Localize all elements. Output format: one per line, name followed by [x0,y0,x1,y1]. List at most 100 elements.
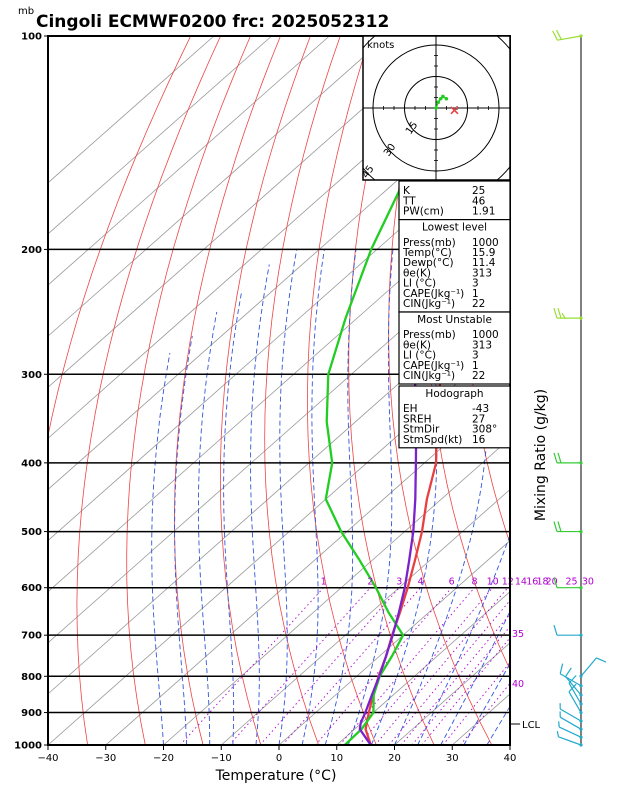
indices-row-value: 22 [472,298,485,310]
indices-table: K 25 TT 46 PW(cm) 1.91 Lowest level Press(mb) 10… [398,180,511,449]
wind-barb-base [579,34,583,38]
wind-barb-flag [557,307,562,319]
dry-adiabat-line [571,36,618,745]
wind-barb-flag [568,683,577,693]
wind-barb [556,730,583,747]
isotherm-line [48,233,510,644]
indices-row-value: 11.4 [472,257,496,269]
isotherm-line [48,36,446,388]
wind-barb-staff [559,708,582,722]
indices-section-box [398,219,511,313]
wind-barb-flag [558,721,560,728]
indices-row-value: 313 [472,339,492,351]
indices-row-label: Temp(°C) [402,247,452,259]
wind-barb [553,521,583,534]
mixing-ratio-line [259,587,400,745]
indices-section-box [398,180,511,221]
moist-adiabat-line [278,249,298,745]
wind-barb-flag [556,29,562,40]
moist-adiabat-line [198,311,218,745]
pressure-tick-label: 100 [21,32,42,43]
wind-barb-staff [559,716,582,730]
indices-row-value: 16 [472,434,486,446]
storm-motion-marker [450,106,459,115]
indices-row-value: 1000 [472,329,499,341]
indices-row-label: TT [402,195,416,207]
wind-barb [552,29,583,41]
lcl-label: LCL [522,720,541,731]
hodograph-point [438,96,443,101]
pressure-tick-label: 400 [21,458,42,469]
temperature-tick-label: 30 [446,753,459,764]
isotherm-line [278,540,510,745]
indices-row-value: 3 [472,350,479,362]
pressure-tick-label: 900 [21,708,42,719]
wind-barb [553,452,583,465]
dry-adiabat-line [174,36,281,745]
temperature-tick-label: −30 [95,753,116,764]
dry-adiabat-line [604,36,618,745]
mixing-ratio-tick-label: 8 [471,577,477,588]
mixing-ratio-tick-label: 25 [565,577,577,588]
wind-barb-flag [553,577,558,588]
moist-adiabat-line [174,336,193,745]
chart-title: Cingoli ECMWF0200 frc: 2025052312 [36,12,389,32]
isotherm-line [48,36,330,286]
wind-barb [553,625,583,637]
moist-adiabat-line [463,662,510,745]
wind-barb [559,703,583,723]
wind-barb-base [579,586,583,590]
pressure-tick-label: 1000 [14,741,42,752]
indices-row-label: Press(mb) [403,329,456,341]
pressure-tick-label: 500 [21,527,42,538]
pressure-tick-label: 600 [21,583,42,594]
dry-adiabat-line [48,36,192,438]
moist-adiabat-line [440,610,510,745]
wind-barb-base [579,710,583,715]
temperature-axis: −40 −30 −20 −10 0 10 20 30 40 [37,745,516,764]
mixing-ratio-tick-label: 2 [367,577,373,588]
wind-barb-base [579,684,583,688]
hodograph-point [436,100,441,105]
wind-barb-base [579,735,583,739]
wind-barb-base [579,702,583,706]
wind-barb-flag [561,312,566,319]
indices-section-header: Hodograph [425,388,483,400]
wind-barb-base [579,693,583,697]
isotherm-line [220,488,510,745]
wind-barbs [552,29,607,747]
wind-barb-base [579,529,583,534]
wind-barb [565,667,583,697]
mixing-ratio-line [442,661,510,745]
wind-barb [559,711,583,731]
wind-barb-staff [565,676,582,696]
mixing-ratio-axis-label: Mixing Ratio (g/kg) [533,389,549,521]
dry-adiabat-line [264,36,341,745]
temperature-tick-label: −10 [211,753,232,764]
mixing-ratio-line [229,587,371,745]
mixing-ratio-line [339,587,475,745]
isotherm-line [48,131,510,542]
indices-section-box [398,311,511,385]
indices-row-label: CIN(Jkg⁻¹) [403,370,455,382]
indices-row-value: 1.91 [472,206,495,218]
moist-adiabat-line [301,249,325,745]
storm-motion-stroke [450,106,459,115]
mixing-ratio-tick-label: 1 [321,577,327,588]
indices-section-header: Most Unstable [417,314,492,326]
wind-barb-base [579,633,583,637]
moist-adiabat-line [324,249,357,745]
wind-barb-staff [580,657,597,677]
theta-e-label: 40 [512,679,524,690]
wind-barb-staff [558,736,582,746]
isotherm-line [163,437,510,745]
wind-barb-staff [568,691,582,713]
moist-adiabat-line [223,292,242,745]
indices-row-value: 22 [472,370,485,382]
isotherm-line [48,36,388,337]
pressure-unit-label: mb [18,6,34,17]
wind-barb-base [579,674,583,678]
dry-adiabat-line [76,36,221,745]
